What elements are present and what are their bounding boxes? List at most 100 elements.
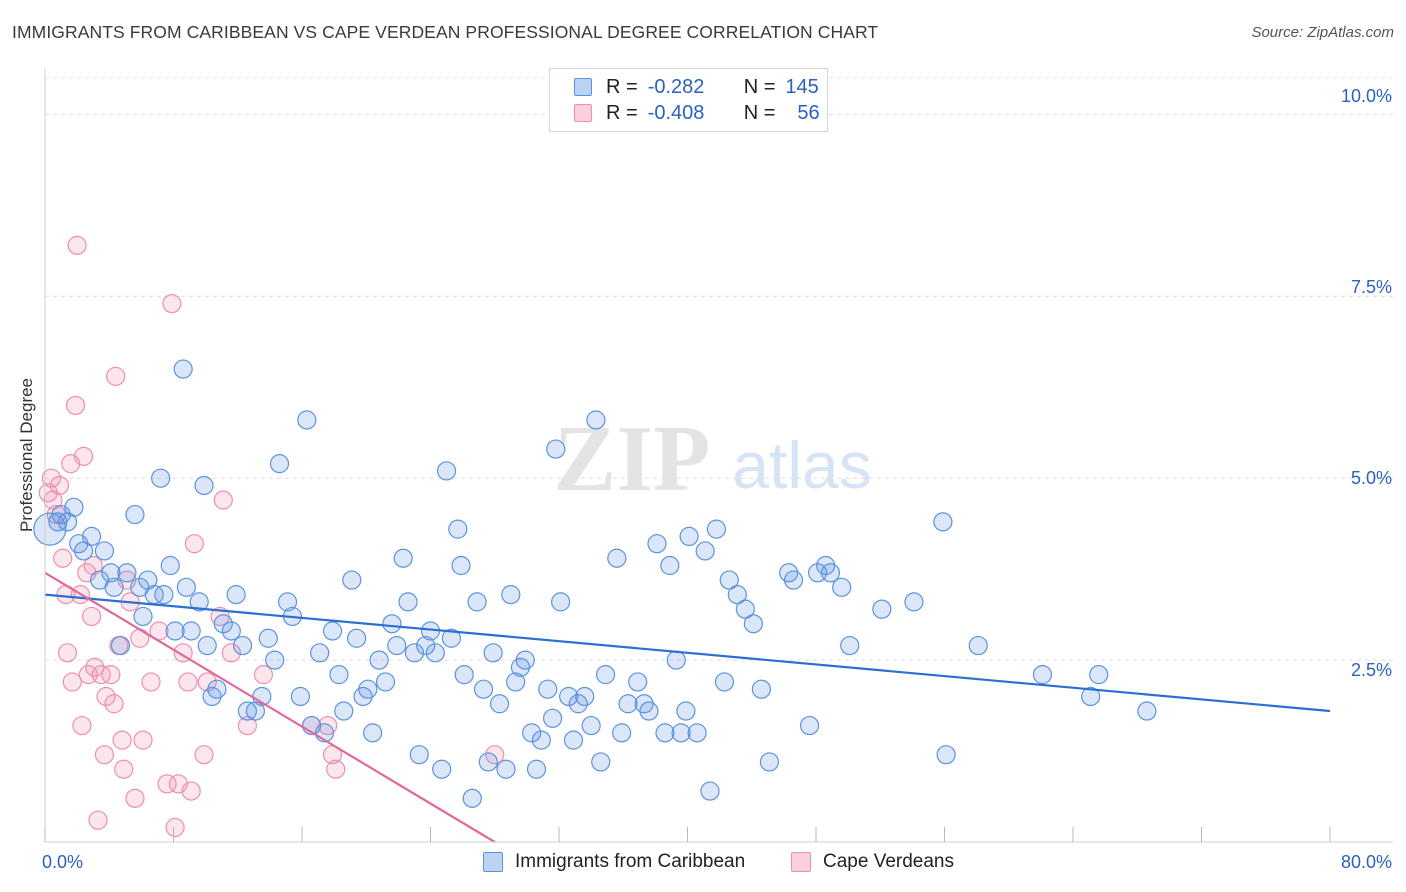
cape-verdean-point[interactable]: [85, 657, 105, 677]
cape-verdean-point[interactable]: [104, 694, 124, 714]
caribbean-point[interactable]: [363, 723, 383, 743]
caribbean-point[interactable]: [872, 599, 892, 619]
cape-verdean-point[interactable]: [67, 235, 87, 255]
caribbean-point[interactable]: [607, 548, 627, 568]
caribbean-point[interactable]: [522, 723, 542, 743]
caribbean-point[interactable]: [551, 592, 571, 612]
caribbean-point[interactable]: [719, 570, 739, 590]
caribbean-point[interactable]: [33, 512, 67, 546]
caribbean-point[interactable]: [639, 701, 659, 721]
caribbean-point[interactable]: [1032, 665, 1053, 685]
caribbean-point[interactable]: [277, 592, 298, 612]
caribbean-point[interactable]: [265, 650, 285, 670]
cape-verdean-point[interactable]: [114, 759, 134, 779]
caribbean-point[interactable]: [101, 563, 121, 583]
caribbean-point[interactable]: [329, 665, 349, 685]
caribbean-point[interactable]: [151, 468, 171, 488]
caribbean-point[interactable]: [568, 694, 588, 714]
caribbean-point[interactable]: [660, 555, 680, 576]
caribbean-point[interactable]: [342, 570, 362, 590]
caribbean-point[interactable]: [591, 752, 611, 772]
caribbean-point[interactable]: [526, 759, 547, 779]
caribbean-point[interactable]: [425, 643, 445, 663]
caribbean-point[interactable]: [751, 679, 771, 699]
cape-verdean-point[interactable]: [178, 672, 198, 692]
caribbean-point[interactable]: [473, 679, 494, 699]
caribbean-point[interactable]: [1089, 665, 1109, 685]
caribbean-point[interactable]: [506, 672, 526, 692]
cape-verdean-point[interactable]: [165, 817, 185, 838]
caribbean-point[interactable]: [618, 694, 638, 714]
caribbean-point[interactable]: [393, 548, 413, 568]
caribbean-point[interactable]: [154, 585, 174, 605]
caribbean-point[interactable]: [117, 563, 137, 583]
cape-verdean-point[interactable]: [94, 745, 115, 765]
caribbean-point[interactable]: [297, 410, 317, 430]
cape-verdean-point[interactable]: [157, 774, 177, 794]
caribbean-point[interactable]: [454, 665, 474, 685]
caribbean-point[interactable]: [799, 715, 820, 736]
caribbean-point[interactable]: [226, 585, 246, 605]
caribbean-point[interactable]: [197, 635, 217, 656]
caribbean-point[interactable]: [676, 701, 696, 721]
cape-verdean-point[interactable]: [81, 606, 102, 627]
caribbean-point[interactable]: [655, 723, 675, 743]
caribbean-point[interactable]: [160, 555, 180, 576]
caribbean-point[interactable]: [358, 679, 378, 699]
caribbean-point[interactable]: [375, 672, 396, 692]
caribbean-point[interactable]: [531, 730, 551, 750]
caribbean-point[interactable]: [546, 439, 566, 459]
caribbean-point[interactable]: [409, 745, 429, 765]
caribbean-point[interactable]: [448, 519, 468, 539]
caribbean-point[interactable]: [398, 592, 418, 612]
caribbean-point[interactable]: [586, 410, 606, 430]
caribbean-point[interactable]: [369, 650, 389, 670]
caribbean-point[interactable]: [207, 679, 227, 699]
caribbean-point[interactable]: [612, 723, 632, 743]
legend-item-cape-verdean[interactable]: Cape Verdeans: [791, 851, 954, 873]
cape-verdean-point[interactable]: [326, 759, 346, 779]
caribbean-point[interactable]: [269, 454, 290, 474]
cape-verdean-point[interactable]: [221, 643, 241, 663]
caribbean-point[interactable]: [462, 788, 482, 808]
caribbean-point[interactable]: [451, 555, 471, 576]
caribbean-point[interactable]: [595, 665, 616, 685]
caribbean-point[interactable]: [759, 752, 780, 772]
caribbean-point[interactable]: [125, 504, 145, 525]
caribbean-point[interactable]: [387, 635, 407, 656]
cape-verdean-point[interactable]: [88, 810, 108, 830]
caribbean-point[interactable]: [1081, 686, 1101, 707]
caribbean-point[interactable]: [538, 679, 558, 699]
cape-verdean-point[interactable]: [57, 643, 78, 663]
caribbean-point[interactable]: [687, 723, 707, 743]
caribbean-point[interactable]: [110, 635, 131, 656]
cape-verdean-point[interactable]: [141, 672, 161, 692]
caribbean-point[interactable]: [496, 759, 516, 779]
cape-verdean-point[interactable]: [133, 730, 153, 750]
caribbean-point[interactable]: [559, 686, 579, 707]
caribbean-point[interactable]: [936, 745, 956, 765]
caribbean-point[interactable]: [165, 621, 185, 641]
cape-verdean-point[interactable]: [106, 366, 126, 386]
caribbean-point[interactable]: [194, 475, 214, 496]
caribbean-point[interactable]: [133, 606, 153, 627]
cape-verdean-point[interactable]: [184, 534, 204, 554]
cape-verdean-point[interactable]: [181, 781, 201, 801]
caribbean-point[interactable]: [382, 614, 402, 634]
caribbean-point[interactable]: [968, 635, 988, 656]
caribbean-point[interactable]: [581, 715, 601, 736]
caribbean-point[interactable]: [73, 541, 94, 561]
caribbean-point[interactable]: [81, 526, 102, 547]
cape-verdean-point[interactable]: [213, 490, 233, 510]
caribbean-point[interactable]: [628, 672, 648, 692]
caribbean-point[interactable]: [666, 650, 686, 670]
caribbean-point[interactable]: [820, 563, 841, 583]
caribbean-point[interactable]: [832, 577, 852, 597]
caribbean-point[interactable]: [743, 614, 763, 634]
caribbean-point[interactable]: [432, 759, 452, 779]
caribbean-point[interactable]: [173, 359, 193, 379]
caribbean-point[interactable]: [563, 730, 584, 750]
cape-verdean-point[interactable]: [101, 665, 121, 685]
caribbean-point[interactable]: [671, 723, 691, 743]
cape-verdean-point[interactable]: [91, 665, 111, 685]
